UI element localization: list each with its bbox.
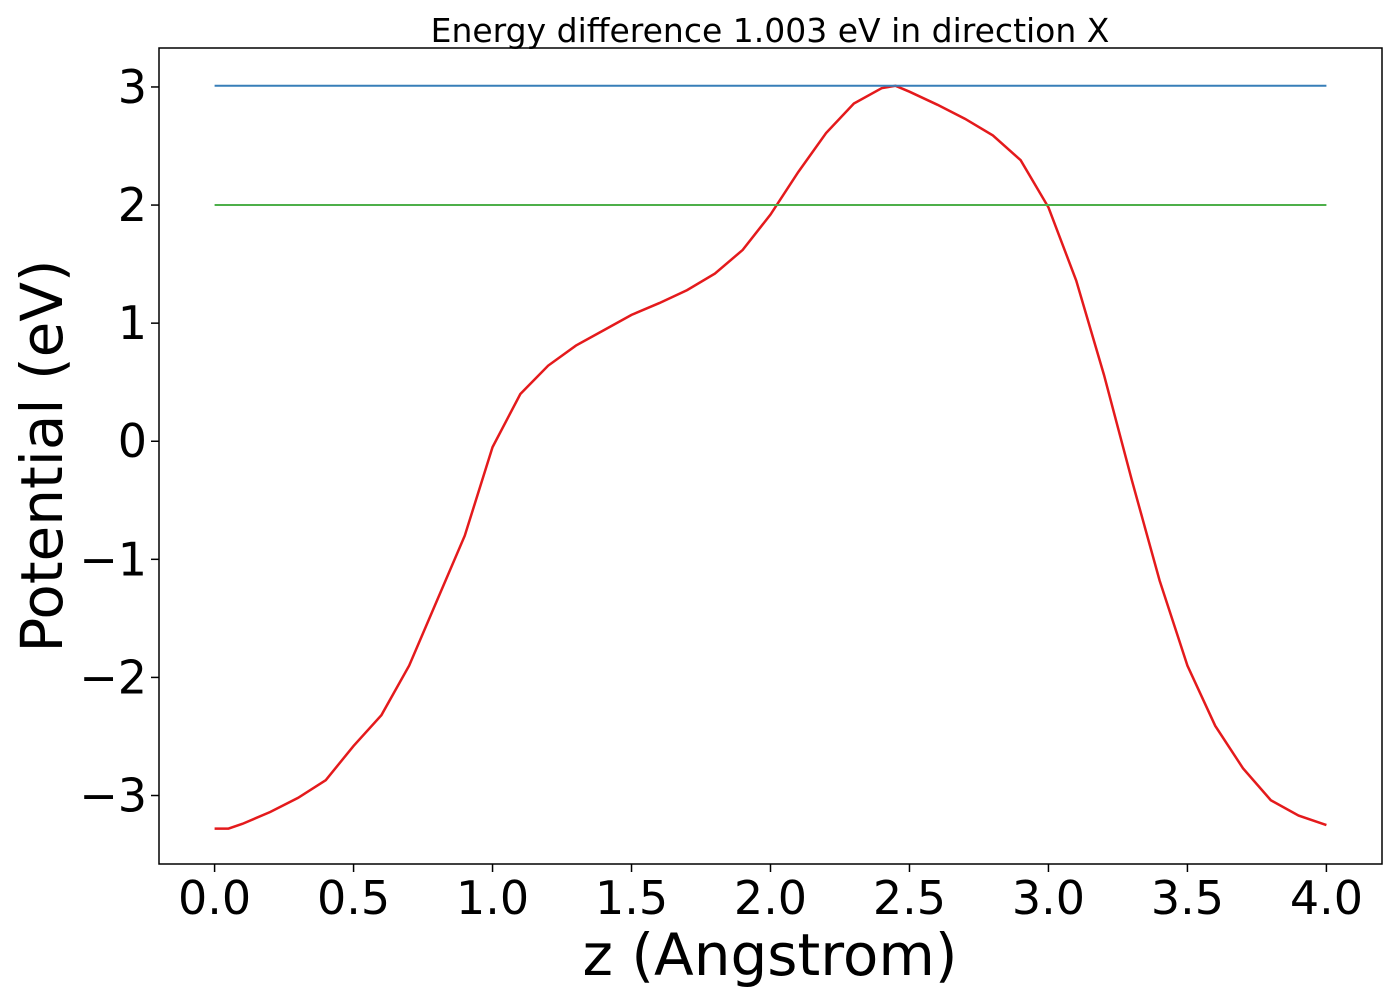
y-tick-label: −3 [79, 769, 147, 823]
chart-title: Energy difference 1.003 eV in direction … [431, 11, 1110, 50]
x-tick-label: 1.5 [595, 871, 668, 925]
y-axis-label: Potential (eV) [8, 259, 76, 652]
x-axis-label: z (Angstrom) [583, 921, 958, 989]
x-tick-label: 2.0 [734, 871, 807, 925]
x-tick-label: 0.5 [317, 871, 390, 925]
x-tick-label: 0.0 [178, 871, 251, 925]
y-tick-label: −1 [79, 532, 147, 586]
x-tick-label: 4.0 [1290, 871, 1363, 925]
y-tick-label: 2 [118, 178, 147, 232]
x-tick-label: 1.0 [456, 871, 529, 925]
y-tick-label: 3 [118, 60, 147, 114]
y-tick-label: 1 [118, 296, 147, 350]
x-tick-label: 2.5 [873, 871, 946, 925]
y-tick-label: 0 [118, 414, 147, 468]
line-series [214, 84, 1327, 830]
plot-frame [158, 47, 1383, 865]
y-tick-label: −2 [79, 650, 147, 704]
x-tick-label: 3.5 [1151, 871, 1224, 925]
x-tick-label: 3.0 [1012, 871, 1085, 925]
